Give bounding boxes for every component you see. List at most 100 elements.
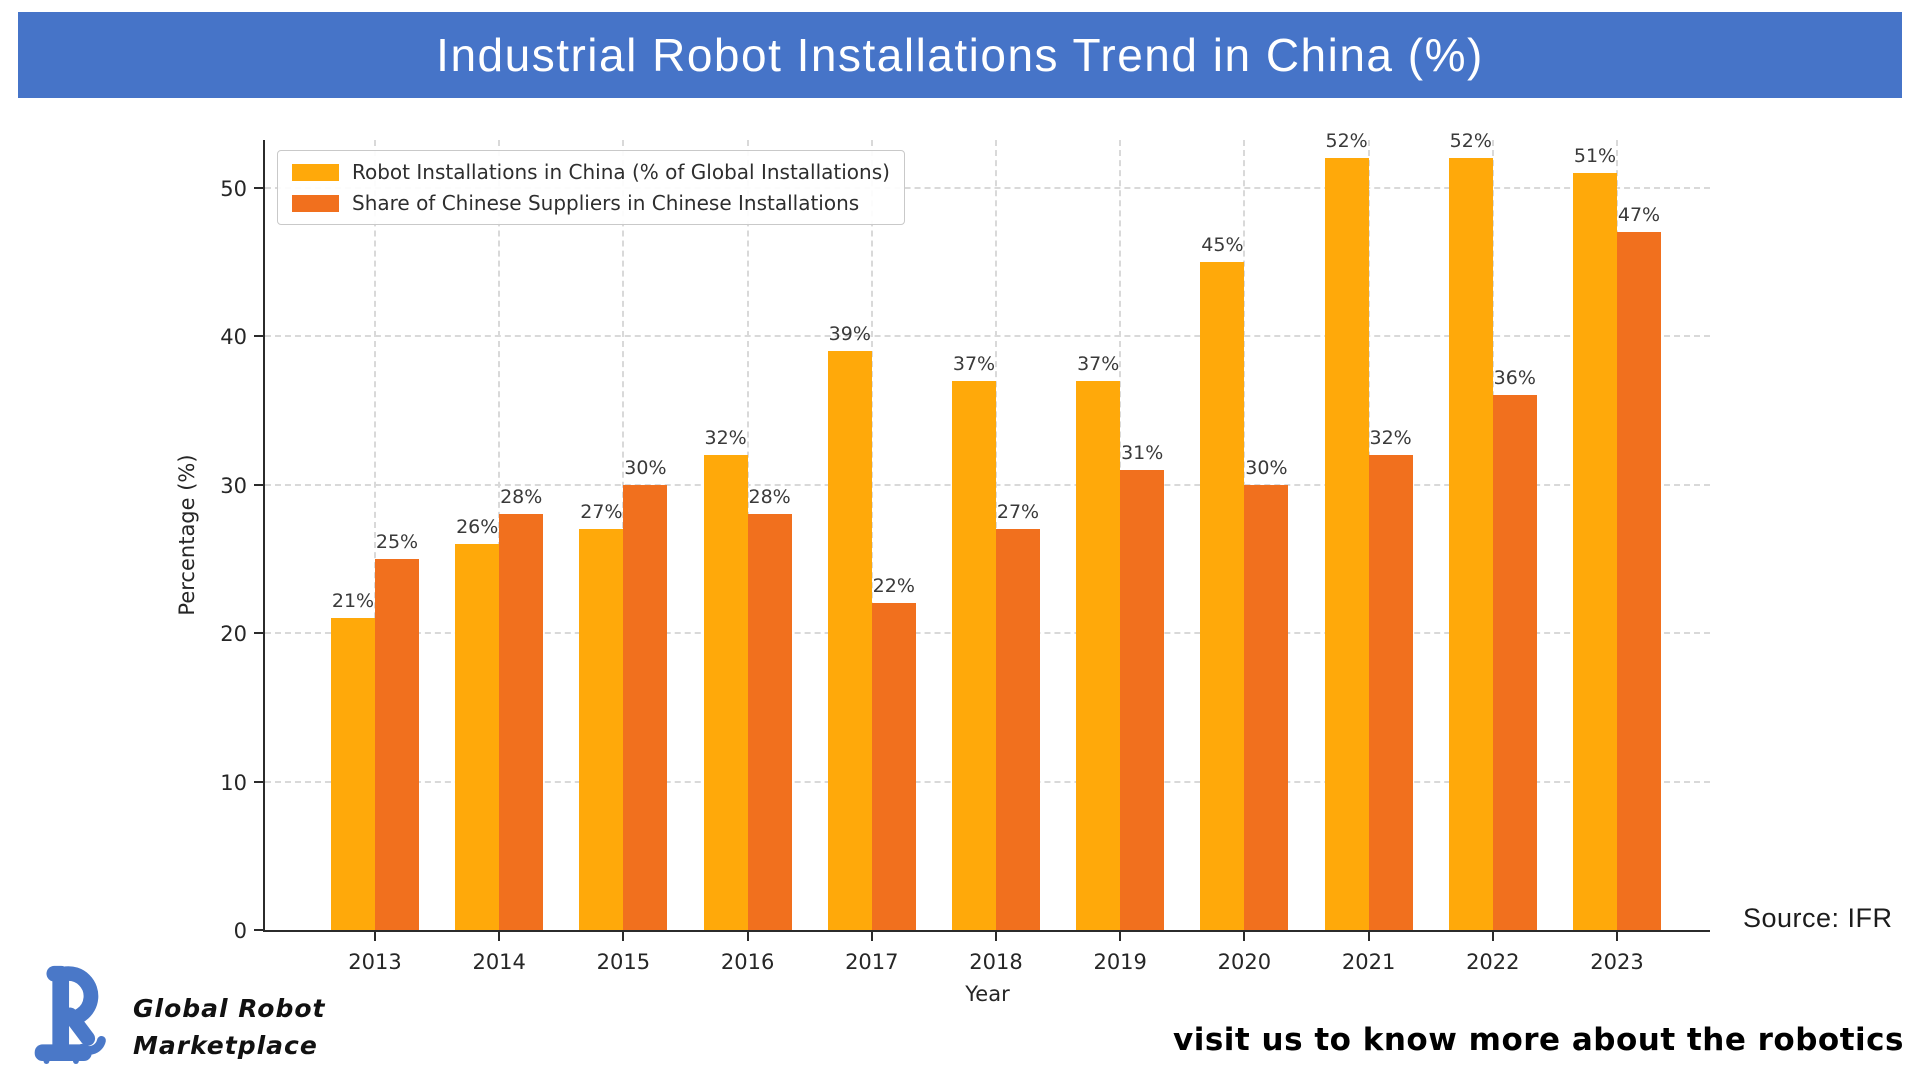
bar-installations bbox=[1200, 261, 1245, 930]
brand-line-1: Global Robot bbox=[133, 994, 326, 1023]
page-title: Industrial Robot Installations Trend in … bbox=[436, 29, 1484, 81]
bar-value-label: 52% bbox=[1449, 129, 1492, 152]
bar-value-label: 32% bbox=[1369, 426, 1412, 449]
bar-value-label: 45% bbox=[1201, 233, 1244, 256]
bar-installations bbox=[952, 380, 996, 930]
y-tick-label: 10 bbox=[220, 770, 247, 795]
robot-r-logo-icon bbox=[26, 956, 118, 1068]
y-tick-mark bbox=[254, 483, 263, 486]
bar-chart-plot-area: Percentage (%) Year Robot Installations … bbox=[175, 130, 1710, 1006]
bar-installations bbox=[827, 350, 872, 930]
bar-suppliers bbox=[375, 558, 419, 930]
bar-value-label: 37% bbox=[1077, 352, 1120, 375]
y-tick-mark bbox=[254, 632, 263, 635]
bar-value-label: 27% bbox=[580, 501, 623, 524]
bar-installations bbox=[703, 454, 748, 930]
y-axis-title: Percentage (%) bbox=[175, 454, 199, 616]
footer-tagline: visit us to know more about the robotics bbox=[1172, 1022, 1904, 1058]
y-tick-label: 0 bbox=[233, 919, 247, 943]
bar-installations bbox=[579, 529, 624, 930]
x-tick-label: 2018 bbox=[969, 950, 1023, 974]
x-tick-mark bbox=[1491, 932, 1494, 941]
chart-legend: Robot Installations in China (% of Globa… bbox=[277, 150, 905, 225]
bar-value-label: 52% bbox=[1325, 129, 1368, 152]
x-tick-mark bbox=[995, 932, 997, 941]
y-gridline bbox=[265, 186, 1710, 189]
bar-value-label: 22% bbox=[872, 575, 915, 598]
y-axis-spine bbox=[263, 140, 265, 930]
bar-installations bbox=[1324, 157, 1369, 930]
bar-suppliers bbox=[1244, 484, 1289, 930]
x-axis-spine bbox=[263, 930, 1710, 932]
bar-suppliers bbox=[499, 514, 544, 930]
x-tick-label: 2013 bbox=[348, 950, 402, 974]
bar-value-label: 31% bbox=[1121, 441, 1164, 464]
brand-name: Global Robot Marketplace bbox=[133, 990, 326, 1064]
bar-suppliers bbox=[996, 529, 1040, 930]
bar-suppliers bbox=[1368, 454, 1413, 930]
bar-suppliers bbox=[747, 514, 792, 930]
bar-value-label: 51% bbox=[1573, 144, 1617, 167]
bar-value-label: 36% bbox=[1493, 367, 1536, 390]
y-tick-mark bbox=[254, 335, 263, 338]
header-banner: Industrial Robot Installations Trend in … bbox=[18, 12, 1902, 98]
bar-installations bbox=[1076, 380, 1121, 930]
y-tick-mark bbox=[254, 929, 263, 931]
x-tick-label: 2021 bbox=[1341, 950, 1396, 974]
legend-swatch-gold bbox=[292, 163, 339, 181]
bar-value-label: 37% bbox=[952, 352, 996, 375]
bar-installations bbox=[1448, 157, 1493, 930]
y-tick-label: 50 bbox=[220, 176, 247, 201]
x-tick-label: 2016 bbox=[720, 950, 775, 974]
bar-suppliers bbox=[871, 603, 916, 930]
bar-suppliers bbox=[1120, 469, 1165, 930]
x-tick-label: 2022 bbox=[1466, 950, 1520, 974]
x-tick-mark bbox=[1243, 932, 1246, 941]
legend-item-installations: Robot Installations in China (% of Globa… bbox=[292, 160, 890, 184]
y-tick-label: 20 bbox=[220, 622, 247, 647]
x-tick-label: 2014 bbox=[472, 950, 526, 974]
y-gridline bbox=[265, 335, 1710, 338]
x-tick-mark bbox=[1616, 932, 1618, 941]
x-tick-mark bbox=[870, 932, 873, 941]
x-tick-label: 2020 bbox=[1217, 950, 1272, 974]
bar-value-label: 30% bbox=[624, 456, 667, 479]
source-note: Source: IFR bbox=[1743, 903, 1893, 933]
bar-value-label: 30% bbox=[1245, 456, 1288, 479]
bar-value-label: 28% bbox=[748, 486, 791, 509]
x-gridline bbox=[870, 140, 873, 930]
bar-value-label: 39% bbox=[828, 322, 871, 345]
x-tick-mark bbox=[622, 932, 625, 941]
x-axis-title: Year bbox=[965, 982, 1010, 1006]
legend-swatch-orange bbox=[292, 194, 339, 212]
bar-value-label: 21% bbox=[331, 590, 375, 613]
bar-value-label: 47% bbox=[1617, 204, 1661, 227]
legend-label: Share of Chinese Suppliers in Chinese In… bbox=[352, 191, 860, 215]
y-tick-mark bbox=[254, 186, 263, 189]
bar-suppliers bbox=[1617, 232, 1661, 930]
bar-suppliers bbox=[623, 484, 668, 930]
y-tick-label: 40 bbox=[220, 325, 247, 350]
x-tick-label: 2017 bbox=[845, 950, 899, 974]
brand-line-2: Marketplace bbox=[133, 1031, 318, 1060]
x-tick-mark bbox=[1119, 932, 1122, 941]
x-tick-mark bbox=[498, 932, 501, 941]
x-tick-mark bbox=[746, 932, 749, 941]
bar-installations bbox=[455, 543, 500, 930]
x-gridline bbox=[374, 140, 376, 930]
y-tick-mark bbox=[254, 780, 263, 783]
x-tick-label: 2023 bbox=[1590, 950, 1644, 974]
x-tick-mark bbox=[1367, 932, 1370, 941]
bar-value-label: 32% bbox=[704, 426, 747, 449]
bar-value-label: 27% bbox=[996, 501, 1040, 524]
y-tick-label: 30 bbox=[220, 473, 247, 498]
bar-value-label: 26% bbox=[456, 515, 499, 538]
legend-item-suppliers: Share of Chinese Suppliers in Chinese In… bbox=[292, 191, 890, 215]
x-tick-mark bbox=[374, 932, 376, 941]
x-tick-label: 2015 bbox=[596, 950, 651, 974]
legend-label: Robot Installations in China (% of Globa… bbox=[352, 160, 890, 184]
bar-value-label: 25% bbox=[375, 530, 419, 553]
bar-suppliers bbox=[1492, 395, 1537, 930]
bar-installations bbox=[1573, 172, 1617, 930]
